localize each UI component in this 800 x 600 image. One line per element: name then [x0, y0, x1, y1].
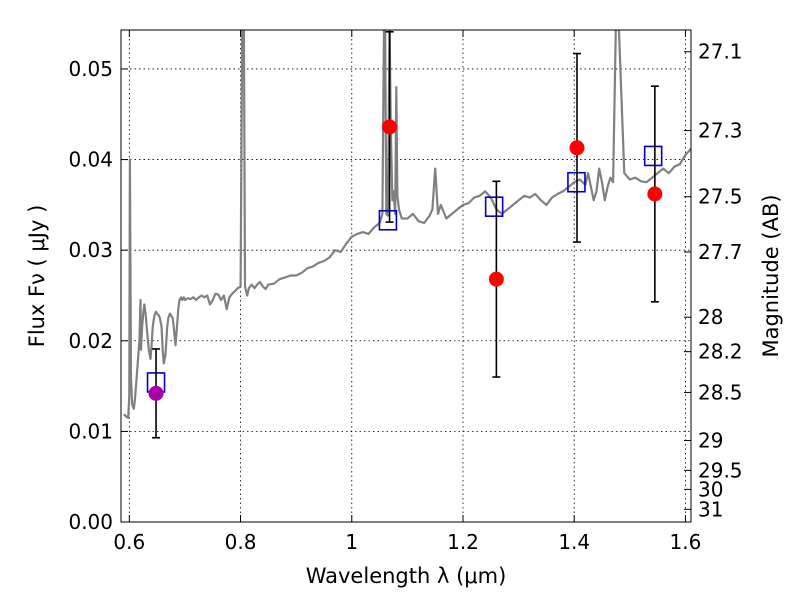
model-flux-box [378, 209, 398, 231]
grid [121, 30, 691, 523]
right-tick-label: 29 [698, 428, 723, 452]
model-flux-box [484, 196, 504, 217]
observed-flux-point [382, 119, 398, 135]
y-tick-label: 0.02 [68, 329, 113, 353]
observed-flux-point [647, 186, 663, 202]
right-tick-label: 31 [698, 497, 723, 521]
right-tick-label: 28.2 [698, 340, 743, 364]
y-axis-label: Flux Fν ( μJy ) [25, 205, 49, 348]
right-tick-label: 27.1 [698, 40, 743, 64]
y-tick-label: 0.03 [68, 238, 113, 262]
y-tick-label: 0.00 [68, 510, 113, 534]
observed-flux-point [569, 140, 585, 156]
x-tick-label: 1.4 [558, 530, 590, 554]
axes: 0.6 0.8 1 1.2 1.4 1.6 0.00 0.01 0.02 0.03 0.04 0.05… [68, 30, 743, 554]
y-tick-label: 0.01 [68, 419, 113, 443]
right-tick-label: 30 [698, 477, 723, 501]
right-tick-label: 27.5 [698, 185, 743, 209]
model-flux-box [643, 145, 663, 167]
right-tick-label: 27.3 [698, 119, 743, 143]
observed-flux-point [148, 385, 164, 401]
x-axis-label: Wavelength λ (μm) [306, 564, 507, 588]
x-tick-label: 1 [345, 530, 358, 554]
observed-flux-point [488, 271, 504, 287]
x-tick-label: 0.8 [225, 530, 257, 554]
x-tick-label: 1.6 [670, 530, 702, 554]
x-tick-label: 0.6 [113, 530, 145, 554]
x-tick-label: 1.2 [447, 530, 479, 554]
right-tick-label: 28 [698, 305, 723, 329]
plot-frame [120, 29, 692, 523]
model-spectrum-line [123, 30, 691, 419]
plot-area [123, 30, 691, 419]
right-tick-label: 29.5 [698, 458, 743, 482]
right-axis-label: Magnitude (AB) [759, 194, 783, 357]
marker-layer [146, 31, 663, 439]
right-tick-label: 27.7 [698, 240, 743, 264]
right-tick-label: 28.5 [698, 380, 743, 404]
y-tick-label: 0.05 [68, 57, 113, 81]
y-tick-label: 0.04 [68, 148, 113, 172]
